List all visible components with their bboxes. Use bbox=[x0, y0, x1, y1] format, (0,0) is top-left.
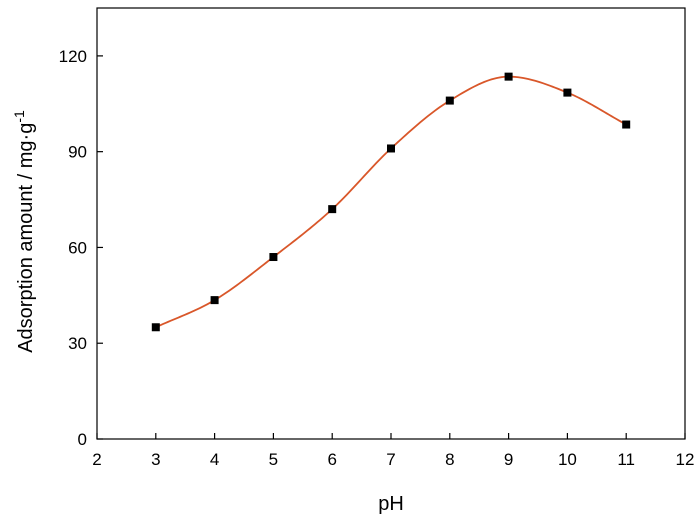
data-point bbox=[210, 296, 219, 305]
x-tick-label: 3 bbox=[151, 450, 160, 469]
x-tick-label: 2 bbox=[92, 450, 101, 469]
x-tick-label: 7 bbox=[386, 450, 395, 469]
x-tick-label: 5 bbox=[269, 450, 278, 469]
x-axis-title: pH bbox=[378, 493, 404, 515]
y-ticks-layer: 0 30 60 90 120 bbox=[59, 47, 103, 449]
y-axis-title-main: Adsorption amount / mg·g bbox=[15, 123, 37, 353]
x-tick-label: 12 bbox=[676, 450, 695, 469]
fit-curve bbox=[155, 75, 627, 329]
data-point bbox=[445, 96, 454, 105]
data-point bbox=[269, 253, 278, 262]
data-point bbox=[563, 88, 572, 97]
y-axis-title-superscript: -1 bbox=[11, 110, 27, 123]
axes-layer bbox=[96, 7, 686, 440]
x-tick-label: 9 bbox=[504, 450, 513, 469]
x-tick-label: 10 bbox=[558, 450, 577, 469]
data-point bbox=[504, 72, 513, 81]
y-axis-title: Adsorption amount / mg·g-1 bbox=[11, 110, 37, 353]
data-point bbox=[622, 120, 631, 129]
y-tick-label: 90 bbox=[68, 143, 87, 162]
y-tick-label: 30 bbox=[68, 334, 87, 353]
x-tick-label: 6 bbox=[327, 450, 336, 469]
x-tick-label: 4 bbox=[210, 450, 219, 469]
y-tick-label: 120 bbox=[59, 47, 87, 66]
data-point bbox=[387, 144, 395, 153]
x-tick-label: 8 bbox=[445, 450, 454, 469]
data-point bbox=[328, 205, 337, 214]
data-point bbox=[151, 323, 160, 332]
plot-frame bbox=[96, 7, 686, 440]
y-tick-label: 60 bbox=[68, 238, 87, 257]
data-points-layer bbox=[151, 72, 631, 332]
fit-curve-layer bbox=[155, 75, 627, 329]
x-ticks-layer: 2 3 4 5 6 7 8 9 10 11 12 bbox=[92, 433, 694, 469]
y-tick-label: 0 bbox=[78, 430, 87, 449]
x-tick-label: 11 bbox=[617, 450, 635, 469]
